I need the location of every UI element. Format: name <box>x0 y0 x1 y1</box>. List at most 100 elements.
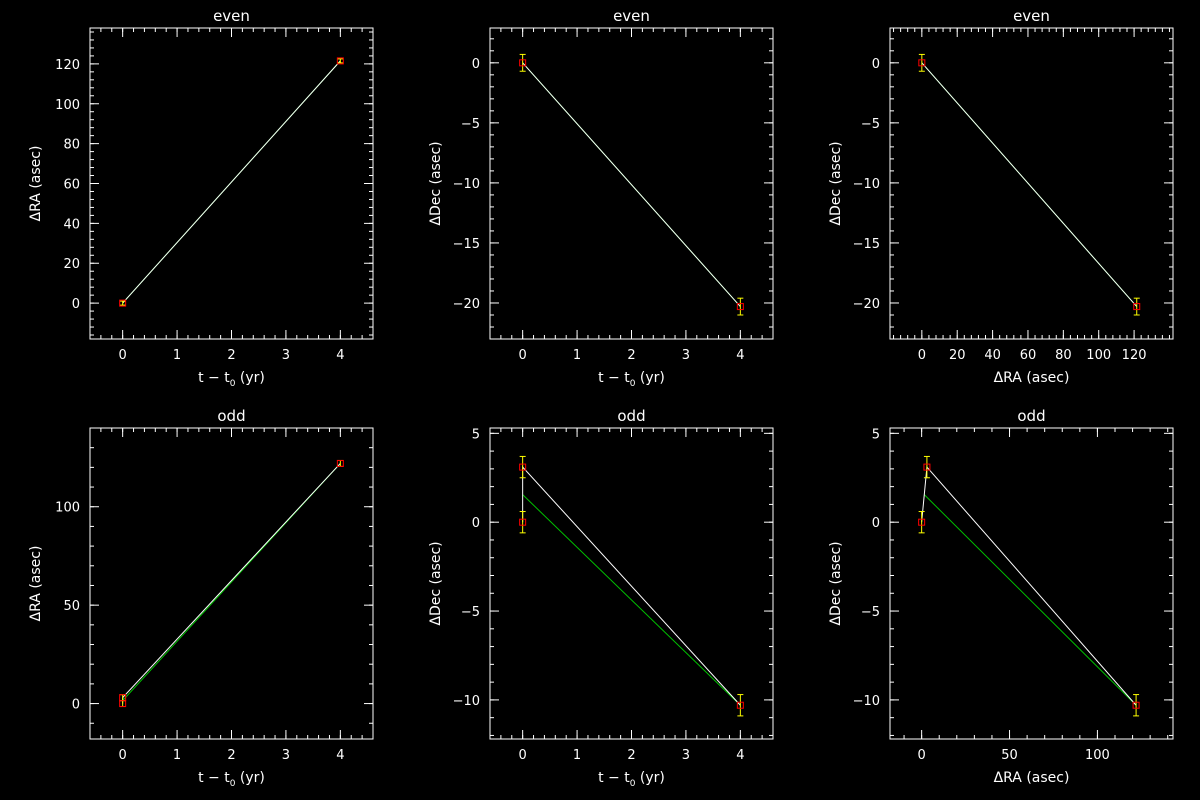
x-axis-label-unit: (yr) <box>235 770 264 786</box>
x-tick-label: 40 <box>984 348 1001 363</box>
x-axis-label-main: t − t <box>198 770 230 786</box>
x-axis-label: ΔRA (asec) <box>994 770 1070 786</box>
y-tick-label: 5 <box>472 427 480 442</box>
data-connect-line <box>921 465 1137 706</box>
x-tick-label: 2 <box>627 348 635 363</box>
data-point <box>336 57 344 65</box>
x-tick-label: 1 <box>173 348 181 363</box>
y-tick-label: 0 <box>472 57 480 72</box>
y-tick-label: −5 <box>861 117 880 132</box>
x-tick-label: 3 <box>682 748 690 763</box>
x-axis-label-subscript: 0 <box>630 779 636 789</box>
data-connect-line <box>122 60 341 304</box>
plot-frame <box>489 427 774 740</box>
x-axis-label-main: ΔRA (asec) <box>994 370 1070 386</box>
plot-frame <box>889 427 1174 740</box>
fit-line <box>923 494 1137 706</box>
x-tick-label: 4 <box>736 348 744 363</box>
x-tick-label: 3 <box>282 748 290 763</box>
panel-title: even <box>613 7 650 25</box>
x-tick-label: 3 <box>682 348 690 363</box>
y-tick-label: −5 <box>461 117 480 132</box>
x-axis-label-subscript: 0 <box>230 779 236 789</box>
y-tick-label: 0 <box>472 516 480 531</box>
x-tick-label: 3 <box>282 348 290 363</box>
plot-frame <box>489 27 774 340</box>
x-tick-label: 20 <box>949 348 966 363</box>
fit-line <box>522 494 741 706</box>
panel-title: odd <box>217 407 245 425</box>
y-tick-label: −15 <box>453 237 480 252</box>
data-point <box>119 694 127 702</box>
data-point <box>918 518 926 526</box>
panel-title: even <box>1013 7 1050 25</box>
y-tick-label: −10 <box>453 177 480 192</box>
x-tick-label: 0 <box>918 348 926 363</box>
y-tick-label: −10 <box>453 694 480 709</box>
x-tick-label: 120 <box>1122 348 1147 363</box>
x-tick-label: 4 <box>736 748 744 763</box>
data-point <box>736 303 744 311</box>
x-axis-label-subscript: 0 <box>230 379 236 389</box>
y-tick-label: 100 <box>55 501 80 516</box>
y-axis-label: ΔDec (asec) <box>828 141 844 225</box>
x-tick-label: 1 <box>573 748 581 763</box>
x-axis-label: t − t0 (yr) <box>198 370 265 389</box>
data-point <box>1132 701 1140 709</box>
y-tick-label: −10 <box>853 694 880 709</box>
x-tick-label: 100 <box>1085 748 1110 763</box>
y-axis-label: ΔDec (asec) <box>428 541 444 625</box>
x-tick-label: 2 <box>227 348 235 363</box>
y-tick-label: −20 <box>453 297 480 312</box>
y-tick-label: −5 <box>461 605 480 620</box>
y-tick-label: 120 <box>55 58 80 73</box>
panel-3: even 0 20 40 60 80 100 120 0 −5 −10 −15 −20 ΔRA (asec… <box>828 7 1174 386</box>
y-axis-label: ΔRA (asec) <box>28 546 44 622</box>
x-tick-label: 1 <box>573 348 581 363</box>
y-tick-label: 50 <box>63 599 80 614</box>
x-tick-label: 0 <box>119 348 127 363</box>
panel-title: odd <box>1017 407 1045 425</box>
data-point <box>119 299 127 307</box>
y-tick-label: −20 <box>853 297 880 312</box>
data-point <box>736 701 744 709</box>
x-tick-label: 0 <box>519 348 527 363</box>
x-tick-label: 4 <box>336 748 344 763</box>
x-axis-label: t − t0 (yr) <box>198 770 265 789</box>
x-tick-label: 2 <box>627 748 635 763</box>
x-tick-label: 2 <box>227 748 235 763</box>
y-tick-label: 5 <box>872 427 880 442</box>
y-tick-label: 0 <box>872 57 880 72</box>
x-axis-label-main: t − t <box>598 370 630 386</box>
y-tick-label: 60 <box>63 178 80 193</box>
data-point <box>336 459 344 467</box>
x-axis-label-subscript: 0 <box>630 379 636 389</box>
x-tick-label: 60 <box>1020 348 1037 363</box>
x-axis-label-main: ΔRA (asec) <box>994 770 1070 786</box>
x-axis-label-main: t − t <box>598 770 630 786</box>
x-tick-label: 0 <box>917 748 925 763</box>
x-axis-label-main: t − t <box>198 370 230 386</box>
y-axis-label: ΔDec (asec) <box>428 141 444 225</box>
x-axis-label: t − t0 (yr) <box>598 770 665 789</box>
x-tick-label: 1 <box>173 748 181 763</box>
data-point <box>1133 303 1141 311</box>
x-tick-label: 100 <box>1086 348 1111 363</box>
data-point <box>519 463 527 471</box>
x-tick-label: 4 <box>336 348 344 363</box>
y-tick-label: 0 <box>872 516 880 531</box>
y-tick-label: 100 <box>55 98 80 113</box>
y-tick-label: −5 <box>861 605 880 620</box>
y-tick-label: −15 <box>853 237 880 252</box>
data-point <box>519 59 527 67</box>
x-axis-label-unit: (yr) <box>235 370 264 386</box>
y-tick-label: 0 <box>72 297 80 312</box>
x-tick-label: 80 <box>1055 348 1072 363</box>
data-connect-line <box>522 465 741 706</box>
